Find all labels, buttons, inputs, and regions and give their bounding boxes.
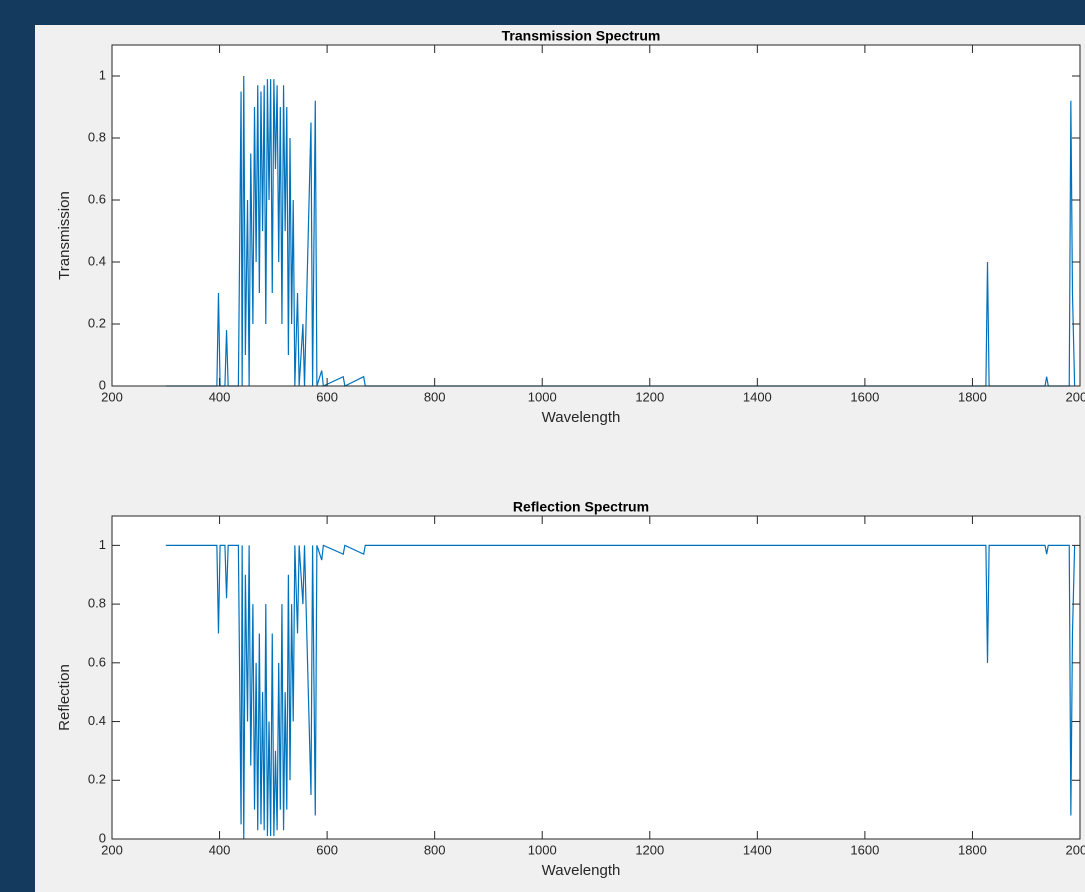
y-tick-label: 0.2 (88, 772, 106, 787)
chart-title: Transmission Spectrum (502, 28, 661, 44)
axes-box (111, 515, 1081, 840)
x-tick-label: 800 (424, 842, 446, 857)
x-tick-label: 1600 (850, 389, 879, 404)
x-tick-label: 1000 (528, 842, 557, 857)
y-tick-label: 0.8 (88, 129, 106, 144)
x-tick-label: 200 (101, 389, 123, 404)
x-tick-label: 800 (424, 389, 446, 404)
x-axis-label: Wavelength (542, 862, 621, 879)
y-axis-label: Reflection (56, 664, 73, 731)
y-tick-label: 1 (99, 67, 106, 82)
x-tick-label: 1600 (850, 842, 879, 857)
x-tick-label: 1400 (743, 842, 772, 857)
x-tick-label: 1400 (743, 389, 772, 404)
x-tick-label: 1200 (635, 842, 664, 857)
y-tick-label: 1 (99, 537, 106, 552)
spectrum-line (165, 75, 1076, 387)
chart-title: Reflection Spectrum (513, 499, 649, 515)
y-tick-label: 0.2 (88, 315, 106, 330)
y-tick-label: 0.6 (88, 191, 106, 206)
x-tick-label: 600 (316, 389, 338, 404)
x-tick-label: 400 (209, 389, 231, 404)
y-tick-label: 0 (99, 830, 106, 845)
x-tick-label: 400 (209, 842, 231, 857)
x-tick-label: 1200 (635, 389, 664, 404)
spectrum-line (165, 544, 1076, 840)
y-tick-label: 0.8 (88, 596, 106, 611)
x-tick-label: 1800 (958, 842, 987, 857)
y-tick-label: 0.4 (88, 253, 106, 268)
y-tick-label: 0 (99, 377, 106, 392)
x-tick-label: 600 (316, 842, 338, 857)
y-tick-label: 0.6 (88, 654, 106, 669)
y-tick-label: 0.4 (88, 713, 106, 728)
x-tick-label: 1800 (958, 389, 987, 404)
x-axis-label: Wavelength (542, 409, 621, 426)
x-tick-label: 200 (101, 842, 123, 857)
x-tick-label: 1000 (528, 389, 557, 404)
axes-box (111, 44, 1081, 387)
y-axis-label: Transmission (56, 191, 73, 280)
